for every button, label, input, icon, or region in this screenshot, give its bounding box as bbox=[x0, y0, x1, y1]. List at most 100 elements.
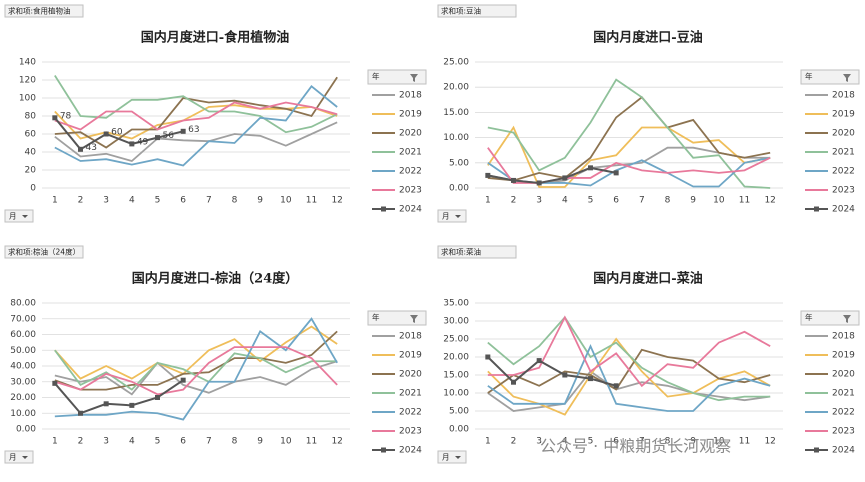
x-tick-label: 2 bbox=[511, 437, 517, 447]
legend-label: 2022 bbox=[832, 167, 855, 177]
dropdown-icon[interactable] bbox=[22, 456, 28, 459]
legend-marker bbox=[381, 447, 386, 453]
y-tick-label: 15.00 bbox=[443, 108, 469, 118]
point-marker bbox=[536, 180, 542, 186]
legend-label: 2022 bbox=[832, 408, 855, 418]
dropdown-icon[interactable] bbox=[455, 215, 461, 218]
x-tick-label: 5 bbox=[155, 437, 161, 447]
series-line bbox=[54, 330, 338, 391]
point-marker bbox=[562, 175, 568, 181]
field-button[interactable] bbox=[437, 245, 517, 259]
chart-title: 国内月度进口-菜油 bbox=[593, 271, 702, 287]
point-marker bbox=[78, 146, 83, 152]
y-tick-label: 5.00 bbox=[449, 158, 469, 168]
series-line bbox=[54, 101, 338, 131]
x-tick-label: 11 bbox=[739, 437, 750, 447]
series-line bbox=[487, 166, 617, 184]
y-tick-label: 80.00 bbox=[10, 299, 36, 309]
point-marker bbox=[180, 128, 186, 134]
point-marker bbox=[52, 115, 58, 121]
series-line bbox=[487, 343, 771, 412]
chart-title: 国内月度进口-棕油（24度） bbox=[132, 271, 299, 287]
point-marker bbox=[52, 380, 58, 386]
point-marker bbox=[485, 172, 491, 178]
series-line bbox=[54, 346, 338, 396]
y-tick-label: 120 bbox=[19, 76, 36, 86]
legend-label: 2023 bbox=[832, 186, 855, 196]
filter-icon[interactable] bbox=[410, 74, 418, 82]
y-tick-label: 25.00 bbox=[443, 58, 469, 68]
field-button[interactable] bbox=[4, 4, 84, 18]
field-button[interactable] bbox=[437, 4, 517, 18]
point-marker bbox=[511, 177, 516, 183]
x-field-button[interactable] bbox=[4, 450, 34, 464]
chart-title: 国内月度进口-豆油 bbox=[593, 30, 702, 46]
y-tick-label: 40 bbox=[25, 148, 37, 158]
x-tick-label: 2 bbox=[78, 196, 84, 206]
filter-icon[interactable] bbox=[410, 315, 418, 323]
y-tick-label: 20.00 bbox=[443, 353, 469, 363]
dropdown-icon[interactable] bbox=[22, 215, 28, 218]
x-tick-label: 2 bbox=[511, 196, 517, 206]
x-field-button[interactable] bbox=[437, 209, 467, 223]
x-tick-label: 8 bbox=[232, 196, 238, 206]
x-tick-label: 11 bbox=[306, 437, 317, 447]
x-tick-label: 9 bbox=[690, 196, 696, 206]
point-marker bbox=[103, 401, 109, 407]
series-line bbox=[54, 379, 184, 415]
legend-label: 2019 bbox=[832, 351, 855, 361]
legend-header[interactable] bbox=[367, 69, 427, 85]
legend-label: 2020 bbox=[832, 129, 855, 139]
x-field-button[interactable] bbox=[4, 209, 34, 223]
legend-header[interactable] bbox=[800, 69, 860, 85]
legend-label: 2022 bbox=[399, 408, 422, 418]
x-tick-label: 6 bbox=[180, 437, 186, 447]
legend-header[interactable] bbox=[800, 310, 860, 326]
x-tick-label: 9 bbox=[690, 437, 696, 447]
data-label: 78 bbox=[60, 111, 72, 121]
series-line bbox=[487, 315, 771, 388]
dropdown-icon[interactable] bbox=[455, 456, 461, 459]
x-field-button[interactable] bbox=[437, 450, 467, 464]
data-label: 63 bbox=[188, 125, 199, 135]
legend-label: 2023 bbox=[399, 186, 422, 196]
x-tick-label: 1 bbox=[485, 437, 491, 447]
x-tick-label: 11 bbox=[306, 196, 317, 206]
point-marker bbox=[562, 372, 568, 378]
series-line bbox=[487, 125, 771, 188]
point-marker bbox=[155, 395, 160, 400]
data-label: 56 bbox=[163, 131, 175, 141]
y-tick-label: 20.00 bbox=[10, 393, 36, 403]
legend-label: 2021 bbox=[832, 389, 855, 399]
filter-icon[interactable] bbox=[843, 315, 851, 323]
series-line bbox=[54, 117, 184, 151]
series-line bbox=[487, 356, 617, 387]
x-tick-label: 12 bbox=[331, 196, 342, 206]
x-tick-label: 1 bbox=[485, 196, 491, 206]
field-button-label: 求和项:豆油 bbox=[441, 6, 481, 16]
x-tick-label: 8 bbox=[232, 437, 238, 447]
point-marker bbox=[588, 165, 593, 171]
y-tick-label: 35.00 bbox=[443, 299, 469, 309]
y-tick-label: 0.00 bbox=[449, 425, 469, 435]
filter-icon[interactable] bbox=[843, 74, 851, 82]
x-tick-label: 4 bbox=[562, 196, 568, 206]
x-tick-label: 7 bbox=[639, 196, 645, 206]
x-tick-label: 3 bbox=[103, 437, 109, 447]
legend-label: 2024 bbox=[832, 446, 855, 456]
y-tick-label: 30.00 bbox=[10, 377, 36, 387]
field-button[interactable] bbox=[4, 245, 84, 259]
legend-header-label: 年 bbox=[805, 71, 813, 81]
y-tick-label: 80 bbox=[25, 112, 37, 122]
x-tick-label: 8 bbox=[665, 196, 671, 206]
legend-header-label: 年 bbox=[805, 312, 813, 322]
legend-header[interactable] bbox=[367, 310, 427, 326]
x-tick-label: 11 bbox=[739, 196, 750, 206]
y-tick-label: 0 bbox=[30, 184, 36, 194]
data-label: 49 bbox=[137, 137, 149, 147]
series-line bbox=[487, 96, 771, 182]
y-tick-label: 10.00 bbox=[443, 389, 469, 399]
x-tick-label: 1 bbox=[52, 437, 58, 447]
series-line bbox=[54, 104, 338, 140]
